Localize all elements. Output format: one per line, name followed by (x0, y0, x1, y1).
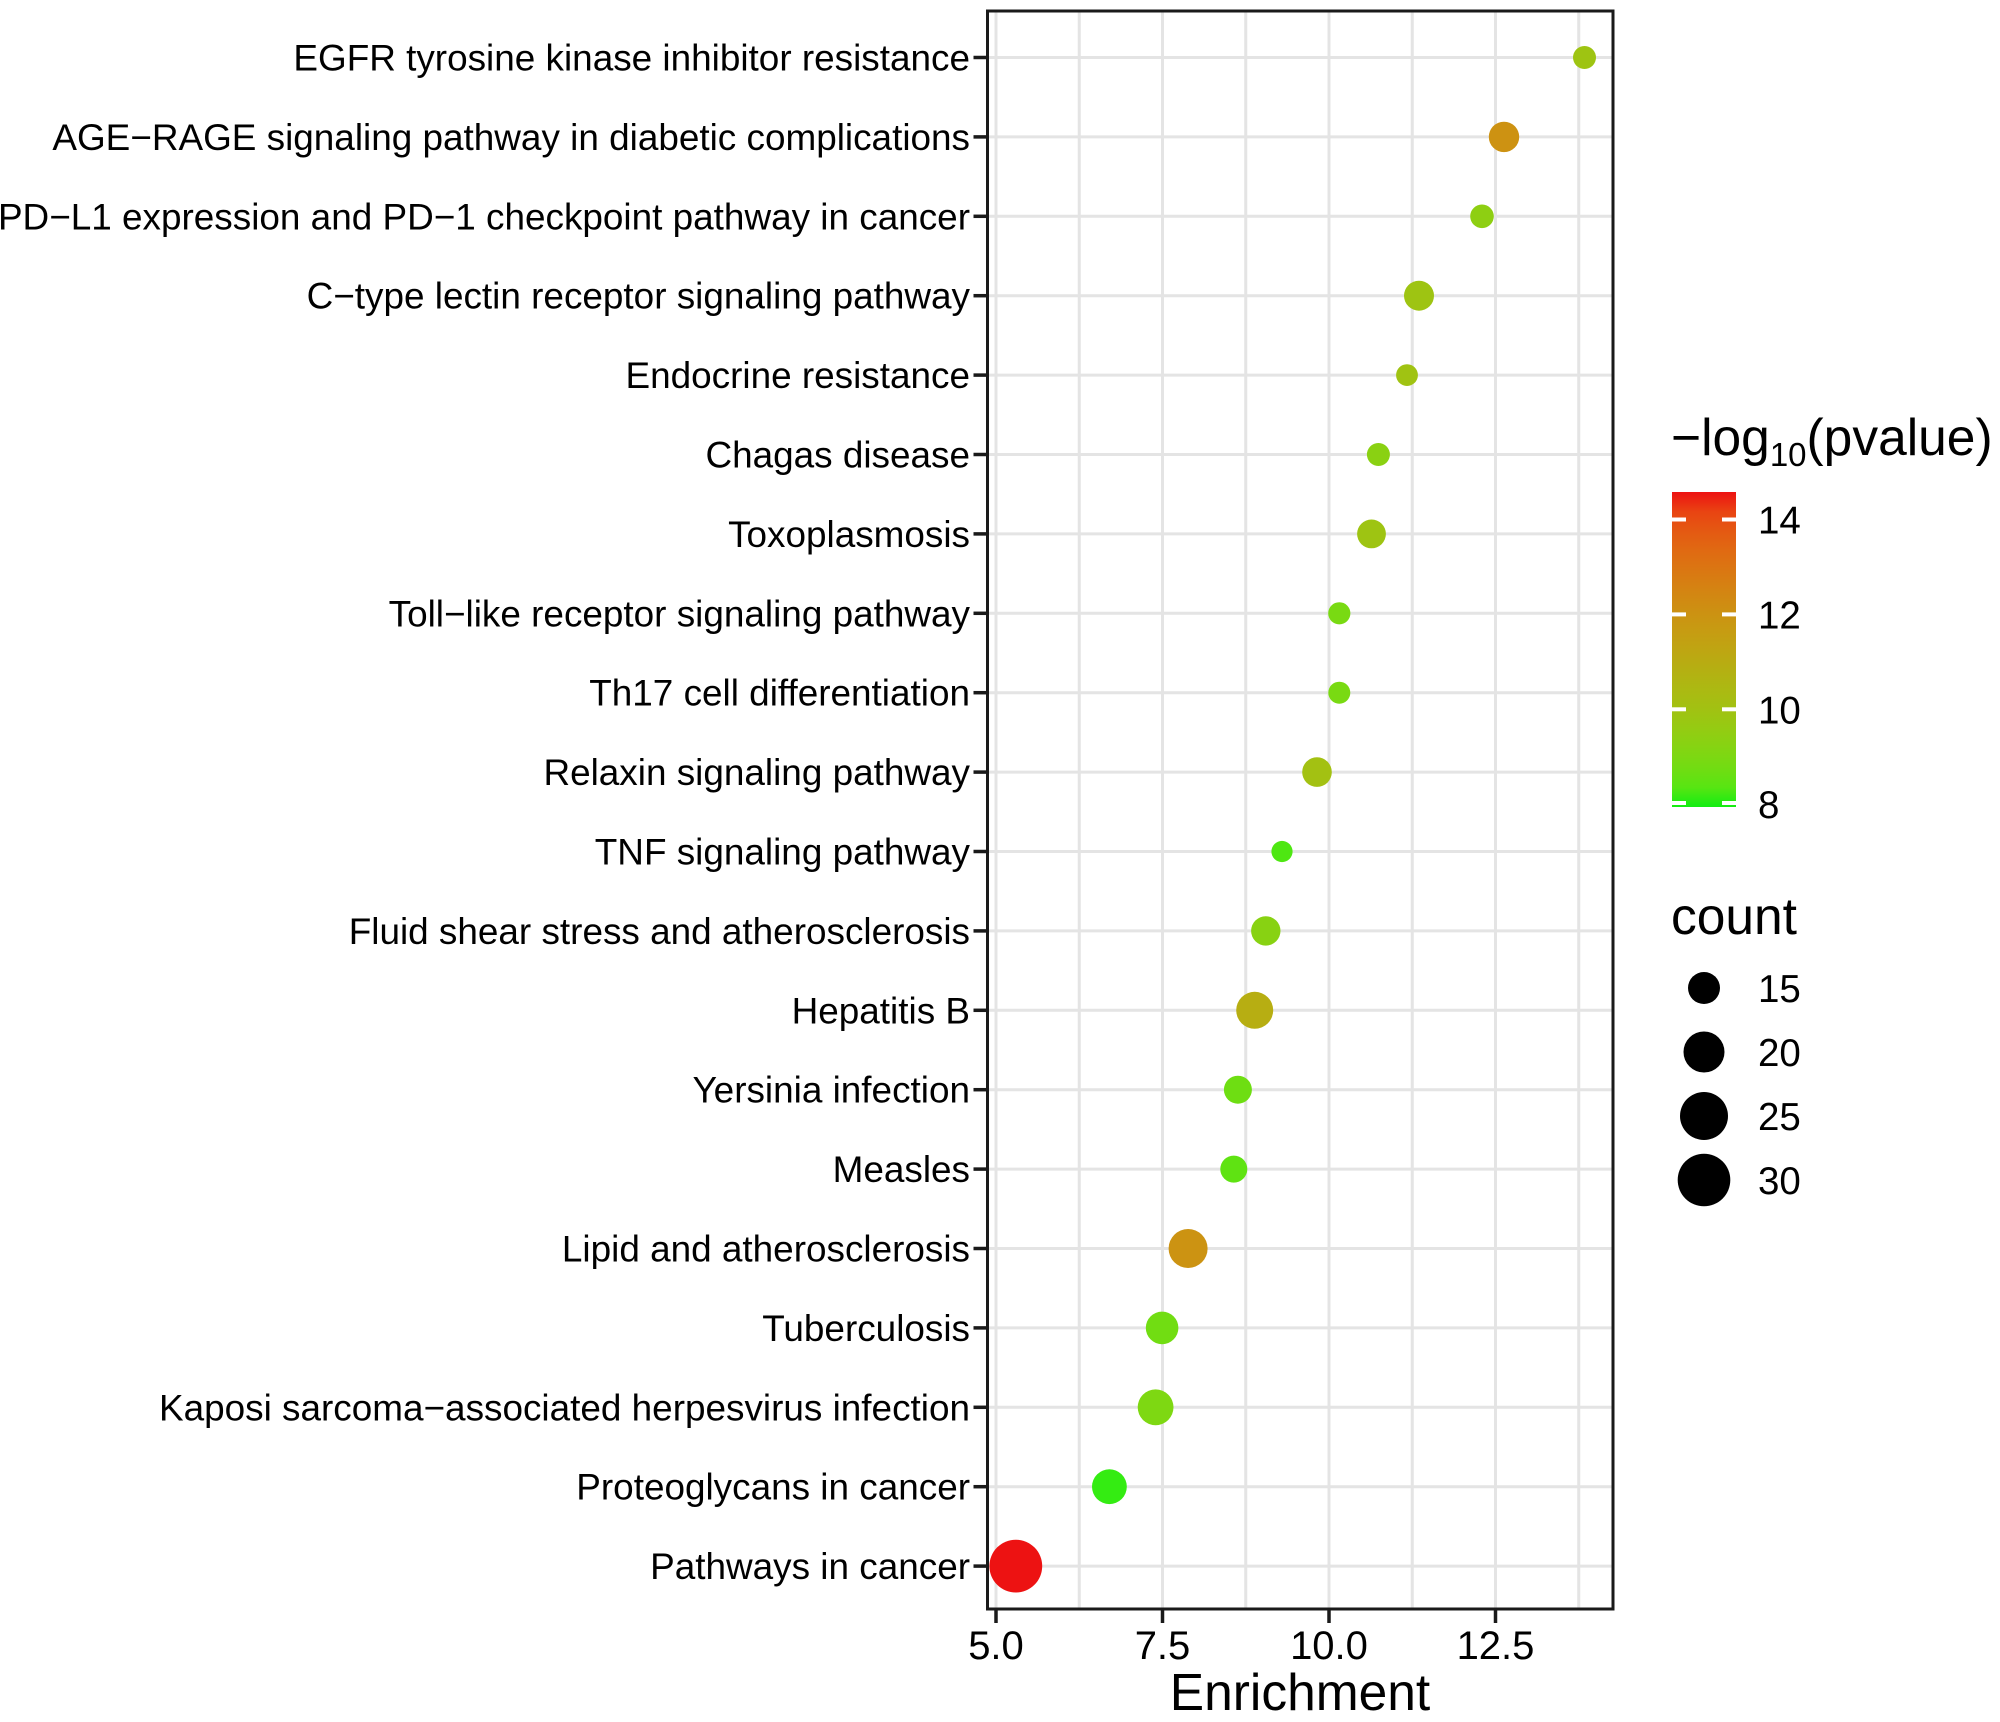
svg-text:Toxoplasmosis: Toxoplasmosis (728, 514, 970, 555)
svg-text:EGFR tyrosine kinase inhibitor: EGFR tyrosine kinase inhibitor resistanc… (293, 38, 970, 79)
svg-text:Yersinia infection: Yersinia infection (692, 1070, 970, 1111)
svg-text:5.0: 5.0 (968, 1624, 1024, 1668)
svg-text:−log10(pvalue): −log10(pvalue) (1671, 408, 1993, 473)
svg-text:Toll−like receptor signaling p: Toll−like receptor signaling pathway (389, 593, 971, 634)
svg-text:Pathways in cancer: Pathways in cancer (650, 1546, 970, 1587)
svg-text:14: 14 (1758, 500, 1801, 543)
svg-text:Measles: Measles (833, 1149, 970, 1190)
svg-text:25: 25 (1758, 1096, 1801, 1139)
svg-text:Relaxin signaling pathway: Relaxin signaling pathway (543, 752, 970, 793)
svg-text:12.5: 12.5 (1457, 1624, 1535, 1668)
svg-text:15: 15 (1758, 968, 1801, 1011)
svg-text:30: 30 (1758, 1160, 1801, 1203)
svg-text:Th17 cell differentiation: Th17 cell differentiation (589, 673, 970, 714)
svg-text:Proteoglycans in cancer: Proteoglycans in cancer (576, 1467, 970, 1508)
svg-text:Kaposi sarcoma−associated herp: Kaposi sarcoma−associated herpesvirus in… (159, 1387, 970, 1428)
svg-text:10: 10 (1758, 689, 1801, 732)
svg-text:Endocrine resistance: Endocrine resistance (626, 355, 971, 396)
svg-text:count: count (1671, 887, 1797, 945)
svg-text:Hepatitis B: Hepatitis B (792, 990, 970, 1031)
svg-text:10.0: 10.0 (1290, 1624, 1368, 1668)
svg-text:20: 20 (1758, 1032, 1801, 1075)
svg-text:Chagas disease: Chagas disease (705, 435, 970, 476)
svg-text:Lipid and atherosclerosis: Lipid and atherosclerosis (562, 1229, 970, 1270)
svg-text:8: 8 (1758, 784, 1779, 827)
svg-text:PD−L1 expression and PD−1 chec: PD−L1 expression and PD−1 checkpoint pat… (0, 196, 970, 237)
svg-text:Tuberculosis: Tuberculosis (762, 1308, 970, 1349)
svg-text:Enrichment: Enrichment (1170, 1663, 1430, 1721)
svg-text:AGE−RAGE signaling pathway in: AGE−RAGE signaling pathway in diabetic c… (52, 117, 970, 158)
svg-text:C−type lectin receptor signali: C−type lectin receptor signaling pathway (307, 276, 971, 317)
svg-text:TNF signaling pathway: TNF signaling pathway (595, 832, 971, 873)
svg-text:7.5: 7.5 (1135, 1624, 1191, 1668)
svg-text:12: 12 (1758, 594, 1801, 637)
svg-text:Fluid shear stress and atheros: Fluid shear stress and atherosclerosis (349, 911, 970, 952)
